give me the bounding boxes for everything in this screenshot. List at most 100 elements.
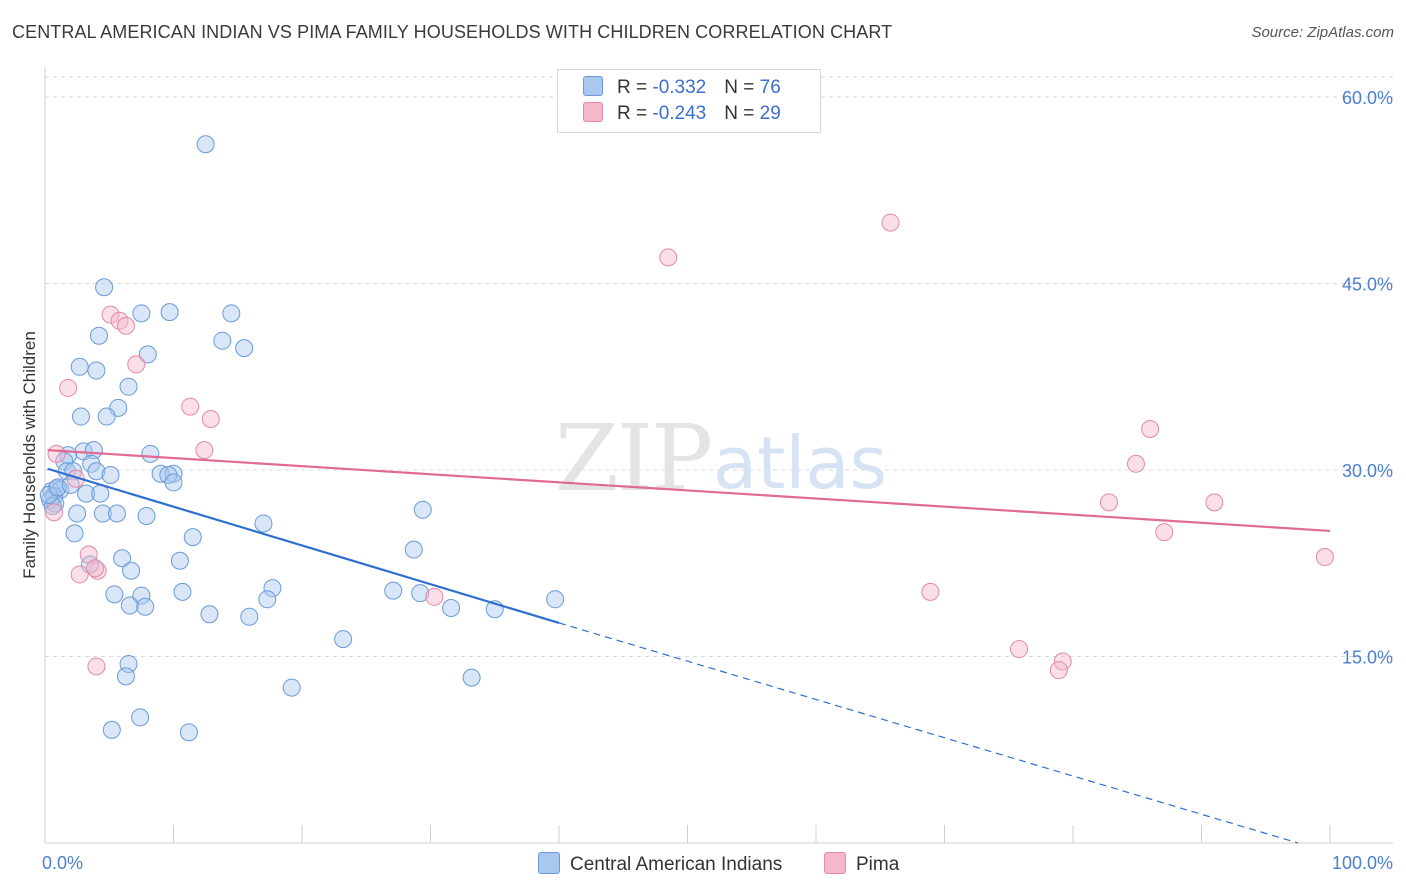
- data-point: [151, 464, 170, 483]
- r-value: -0.243: [652, 103, 707, 124]
- data-point: [101, 305, 120, 324]
- r-label: R =: [617, 77, 653, 98]
- data-point: [131, 708, 150, 727]
- watermark: ZIP atlas: [555, 405, 887, 512]
- data-point: [91, 484, 110, 503]
- data-point: [71, 407, 90, 426]
- trend-line-extension: [558, 622, 1299, 844]
- stats-row-pima: R = -0.243 N = 29: [583, 102, 781, 126]
- data-point: [120, 596, 139, 615]
- data-point: [116, 667, 135, 686]
- data-point: [235, 339, 254, 358]
- grid-lines: [45, 76, 1393, 657]
- data-point: [254, 514, 273, 533]
- stats-legend: R = -0.332 N = 76 R = -0.243 N = 29: [557, 69, 821, 133]
- data-point: [196, 135, 215, 154]
- series-central-american-indians: [39, 135, 565, 742]
- data-point: [213, 331, 232, 350]
- data-point: [132, 586, 151, 605]
- data-point: [200, 605, 219, 624]
- data-point: [95, 278, 114, 297]
- data-point: [179, 723, 198, 742]
- data-point: [97, 407, 116, 426]
- data-point: [122, 561, 141, 580]
- swatch-blue-icon: [583, 76, 603, 96]
- series-pima: [44, 213, 1334, 680]
- data-point: [70, 357, 89, 376]
- data-point: [404, 540, 423, 559]
- data-point: [258, 590, 277, 609]
- data-point: [413, 500, 432, 519]
- data-point: [107, 504, 126, 523]
- data-point: [1205, 493, 1224, 512]
- data-point: [921, 582, 940, 601]
- data-point: [102, 720, 121, 739]
- source-credit: Source: ZipAtlas.com: [1251, 24, 1394, 41]
- legend-item-central-american-indians[interactable]: Central American Indians: [538, 852, 782, 876]
- r-label: R =: [617, 103, 653, 124]
- data-point: [132, 304, 151, 323]
- data-point: [181, 397, 200, 416]
- legend-swatch-pink-icon: [824, 852, 846, 874]
- axes: [44, 67, 1393, 844]
- n-value: 76: [759, 77, 781, 98]
- data-point: [164, 473, 183, 492]
- x-tick-label: 0.0%: [42, 853, 83, 873]
- trend-line-central-american-indians: [47, 467, 560, 624]
- data-point: [89, 326, 108, 345]
- data-point: [173, 582, 192, 601]
- data-point: [425, 587, 444, 606]
- data-point: [93, 504, 112, 523]
- data-point: [65, 524, 84, 543]
- data-point: [86, 559, 105, 578]
- data-point: [105, 585, 124, 604]
- data-point: [195, 441, 214, 460]
- data-point: [87, 361, 106, 380]
- data-point: [88, 561, 107, 580]
- n-label: N =: [724, 103, 760, 124]
- data-point: [101, 465, 120, 484]
- data-point: [1099, 493, 1118, 512]
- data-point: [136, 597, 155, 616]
- data-point: [47, 444, 66, 463]
- y-tick-label: 30.0%: [1342, 461, 1393, 481]
- data-point: [70, 565, 89, 584]
- data-point: [170, 551, 189, 570]
- data-point: [138, 345, 157, 364]
- data-point: [201, 410, 220, 429]
- data-point: [659, 248, 678, 267]
- data-point: [1126, 454, 1145, 473]
- data-point: [44, 503, 63, 522]
- data-point: [127, 355, 146, 374]
- data-point: [87, 657, 106, 676]
- data-point: [137, 507, 156, 526]
- legend-label: Pima: [856, 854, 900, 875]
- swatch-pink-icon: [583, 102, 603, 122]
- data-point: [183, 528, 202, 547]
- data-point: [116, 316, 135, 335]
- y-tick-label: 60.0%: [1342, 88, 1393, 108]
- tick-labels: 15.0% 30.0% 45.0% 60.0% 0.0% 100.0%: [42, 88, 1393, 873]
- trend-lines: [47, 449, 1331, 844]
- stats-row-central-american-indians: R = -0.332 N = 76: [583, 76, 781, 100]
- data-point: [77, 484, 96, 503]
- data-point: [68, 504, 87, 523]
- legend-item-pima[interactable]: Pima: [824, 852, 899, 876]
- data-point: [141, 444, 160, 463]
- data-point: [87, 462, 106, 481]
- data-point: [160, 303, 179, 322]
- data-point: [282, 678, 301, 697]
- legend-swatch-blue-icon: [538, 852, 560, 874]
- data-point: [263, 579, 282, 598]
- y-tick-label: 45.0%: [1342, 275, 1393, 295]
- y-tick-label: 15.0%: [1342, 648, 1393, 668]
- data-point: [119, 377, 138, 396]
- data-point: [546, 590, 565, 609]
- data-point: [442, 599, 461, 618]
- data-point: [1010, 640, 1029, 659]
- n-value: 29: [759, 103, 781, 124]
- data-point: [222, 304, 241, 323]
- data-point: [1315, 548, 1334, 567]
- data-point: [240, 607, 259, 626]
